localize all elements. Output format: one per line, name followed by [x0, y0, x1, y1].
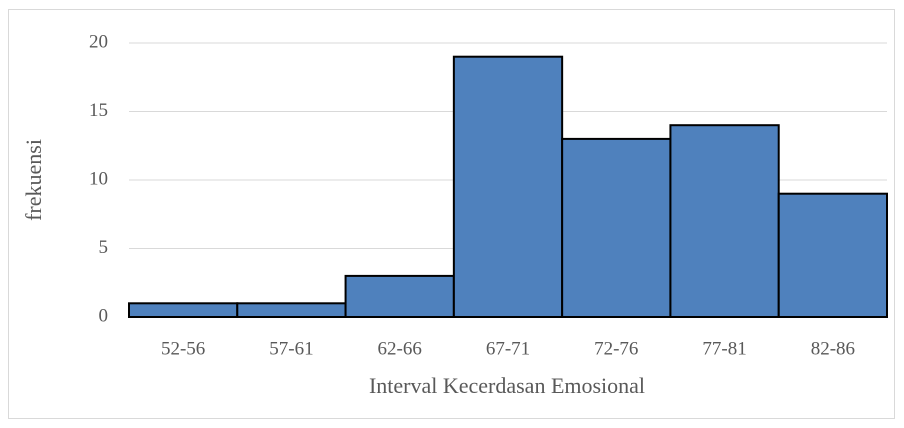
x-tick-label: 82-86 [811, 338, 855, 359]
x-axis-label: Interval Kecerdasan Emosional [369, 373, 645, 398]
y-axis-label: frekuensi [21, 139, 46, 221]
x-tick-label: 62-66 [378, 338, 422, 359]
bar [128, 302, 239, 318]
bar [452, 55, 564, 318]
bar [669, 124, 780, 318]
bar [344, 274, 455, 318]
y-tick-label: 0 [99, 305, 109, 326]
x-tick-label: 57-61 [269, 338, 313, 359]
bar [777, 192, 889, 318]
y-tick-label: 20 [89, 31, 108, 52]
bar [561, 137, 672, 318]
x-tick-label: 67-71 [486, 338, 530, 359]
bar [236, 302, 347, 318]
x-tick-label: 52-56 [161, 338, 205, 359]
y-tick-label: 10 [89, 168, 108, 189]
x-tick-label: 77-81 [702, 338, 746, 359]
x-tick-label: 72-76 [594, 338, 638, 359]
y-tick-label: 15 [89, 100, 108, 121]
y-tick-label: 5 [99, 237, 109, 258]
